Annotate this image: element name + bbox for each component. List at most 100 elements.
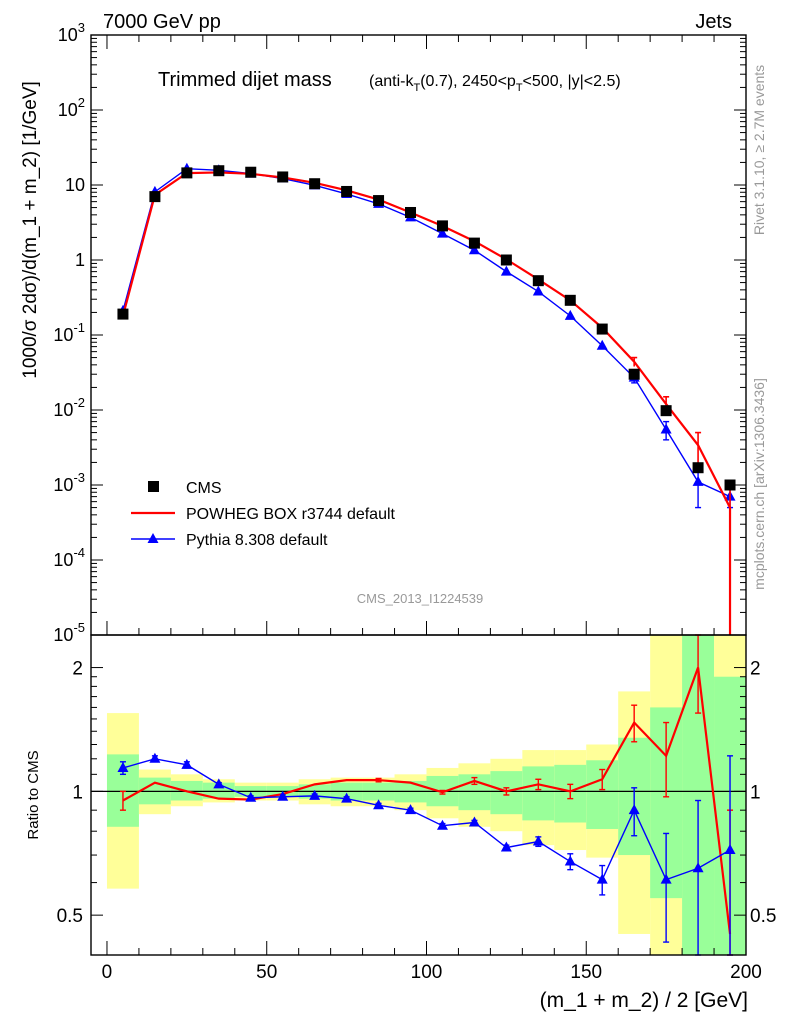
ratio-point-pythia [245, 791, 257, 802]
main-series [117, 162, 736, 635]
main-point-pythia [468, 244, 480, 255]
y-tick-label: 10-1 [53, 320, 85, 345]
ratio-point-pythia [468, 816, 480, 827]
x-tick-label: 100 [411, 962, 443, 983]
y-tick-exponent: 2 [78, 95, 85, 110]
ratio-point-pythia [341, 792, 353, 803]
mcplots-reference-label: mcplots.cern.ch [arXiv:1306.3436] [751, 378, 767, 590]
legend-marker-cms [148, 481, 159, 492]
main-point-cms [436, 220, 448, 232]
ratio-point-pythia [436, 819, 448, 830]
ratio-point-pythia [277, 790, 289, 801]
main-point-pythia [532, 285, 544, 296]
main-point-pythia [596, 339, 608, 350]
x-tick-label: 50 [256, 962, 277, 983]
ratio-point-pythia [405, 804, 417, 815]
legend-label: Pythia 8.308 default [186, 532, 328, 549]
y-tick-label: 1 [75, 250, 85, 270]
main-point-cms [724, 479, 736, 491]
ratio-line-pythia [122, 758, 731, 881]
main-point-pythia [500, 265, 512, 276]
ratio-point-pythia [628, 804, 640, 815]
y-tick-label: 10-4 [53, 545, 85, 570]
main-point-cms [564, 294, 576, 306]
ratio-tick-label-right: 2 [750, 659, 761, 680]
ratio-tick-label-left: 2 [72, 659, 83, 680]
ratio-line-powheg [122, 667, 732, 935]
main-point-pythia [692, 475, 704, 486]
x-tick-label: 0 [102, 962, 113, 983]
y-tick-exponent: -4 [73, 545, 85, 560]
main-point-cms [181, 167, 193, 179]
y-tick-label: 10 [65, 175, 85, 195]
ratio-tick-label-left: 0.5 [57, 906, 83, 927]
main-line-powheg [121, 171, 732, 635]
y-tick-label: 10-2 [53, 395, 85, 420]
ratio-point-pythia [692, 862, 704, 873]
main-point-cms [500, 254, 512, 266]
energy-label: 7000 GeV pp [103, 11, 221, 33]
title-main: Trimmed dijet mass [158, 69, 332, 91]
y-tick-label: 103 [58, 20, 85, 45]
y-tick-label: 102 [58, 95, 85, 120]
main-point-pythia [564, 309, 576, 320]
main-point-pythia [436, 227, 448, 238]
main-point-cms [596, 323, 608, 335]
ratio-point-pythia [373, 799, 385, 810]
rivet-version-label: Rivet 3.1.10, ≥ 2.7M events [751, 65, 767, 235]
band-inner [202, 782, 235, 799]
legend-label: POWHEG BOX r3744 default [186, 506, 396, 523]
ratio-point-pythia [532, 835, 544, 846]
title-detail: (anti-kT(0.7), 2450<pT<500, |y|<2.5) [369, 73, 621, 94]
main-point-cms [692, 462, 704, 474]
ratio-tick-label-right: 0.5 [750, 906, 776, 927]
main-point-cms [341, 185, 353, 197]
ratio-point-pythia [564, 855, 576, 866]
analysis-watermark: CMS_2013_I1224539 [357, 591, 484, 606]
main-line-pythia [122, 167, 731, 498]
main-y-axis-label: 1000/σ 2dσ)/d(m_1 + m_2) [1/GeV] [20, 81, 41, 379]
ratio-point-pythia [117, 761, 129, 772]
main-point-cms [532, 275, 544, 287]
ratio-point-pythia [500, 841, 512, 852]
main-point-cms [468, 237, 480, 249]
x-axis-label: (m_1 + m_2) / 2 [GeV] [540, 989, 748, 1012]
main-point-cms [245, 166, 257, 178]
y-tick-exponent: -2 [73, 395, 85, 410]
ratio-uncertainty-bands [91, 635, 746, 955]
main-point-cms [213, 165, 225, 177]
y-tick-label: 10-5 [53, 620, 85, 645]
ratio-point-pythia [596, 873, 608, 884]
y-tick-exponent: 3 [78, 20, 85, 35]
y-tick-exponent: -1 [73, 320, 85, 335]
ratio-point-pythia [309, 789, 321, 800]
ratio-tick-label-left: 1 [72, 782, 83, 803]
main-point-cms [149, 191, 161, 203]
y-tick-exponent: -3 [73, 470, 85, 485]
legend-label: CMS [186, 480, 222, 497]
main-point-cms [628, 368, 640, 380]
main-point-cms [309, 178, 321, 190]
main-point-cms [117, 308, 129, 320]
ratio-point-pythia [181, 758, 193, 769]
jets-label: Jets [695, 11, 732, 33]
main-point-cms [373, 195, 385, 207]
main-point-cms [660, 405, 672, 417]
ratio-frame [90, 634, 747, 956]
main-point-cms [277, 171, 289, 183]
legend: CMS POWHEG BOX r3744 default Pythia 8.308 … [131, 480, 396, 549]
legend-marker-pythia [147, 533, 159, 543]
ratio-tick-label-right: 1 [750, 782, 761, 803]
band-inner [522, 766, 555, 821]
ratio-point-pythia [149, 752, 161, 763]
x-tick-label: 150 [570, 962, 602, 983]
x-tick-label: 200 [730, 962, 762, 983]
ratio-point-pythia [660, 873, 672, 884]
ratio-point-pythia [724, 844, 736, 855]
plot-title: Trimmed dijet mass (anti-kT(0.7), 2450<p… [158, 69, 621, 94]
main-point-pythia [660, 423, 672, 434]
main-point-cms [405, 206, 417, 218]
ratio-point-pythia [213, 778, 225, 789]
